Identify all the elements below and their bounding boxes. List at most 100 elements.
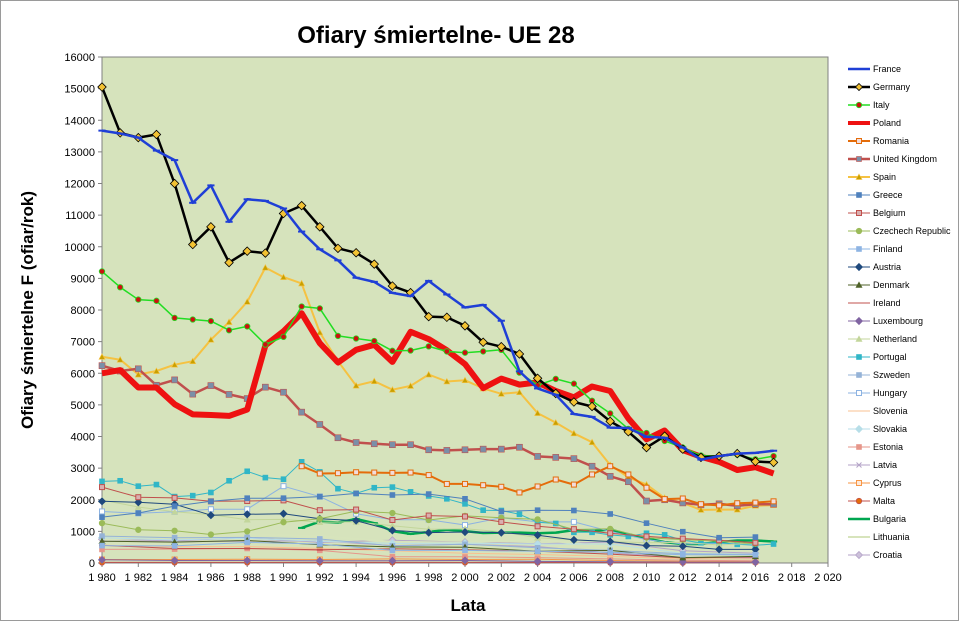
data-point-romania	[354, 470, 359, 475]
legend-item-luxembourg: Luxembourg	[848, 316, 923, 326]
legend-label: Luxembourg	[873, 316, 923, 326]
data-point-romania	[299, 464, 304, 469]
data-point-united-kingdom	[589, 463, 595, 469]
legend-item-spain: Spain	[848, 172, 896, 182]
data-point-finland	[680, 552, 685, 557]
data-point-portugal	[118, 478, 123, 483]
data-point-italy	[390, 348, 396, 354]
data-point-greece	[136, 511, 141, 516]
data-point-belgium	[499, 519, 504, 524]
legend-label: Szweden	[873, 370, 910, 380]
y-tick-label: 15000	[64, 84, 95, 96]
legend-item-ireland: Ireland	[848, 298, 901, 308]
data-point-greece	[463, 496, 468, 501]
x-tick-label: 1 984	[161, 572, 189, 584]
data-point-czechech-republic	[535, 517, 541, 523]
data-point-romania	[390, 470, 395, 475]
legend-item-belgium: Belgium	[848, 208, 906, 218]
data-point-romania	[717, 503, 722, 508]
data-point-united-kingdom	[135, 366, 141, 372]
y-tick-label: 1000	[71, 526, 95, 538]
data-point-italy	[299, 304, 305, 310]
data-point-united-kingdom	[607, 473, 613, 479]
legend-marker	[857, 355, 862, 360]
data-point-greece	[354, 491, 359, 496]
legend-item-france: France	[848, 64, 901, 74]
data-point-belgium	[390, 517, 395, 522]
data-point-greece	[680, 529, 685, 534]
data-point-czechech-republic	[317, 516, 323, 522]
data-point-szweden	[317, 536, 322, 541]
legend-label: Netherland	[873, 334, 917, 344]
x-tick-label: 1 998	[415, 572, 443, 584]
y-tick-label: 5000	[71, 400, 95, 412]
y-tick-label: 3000	[71, 463, 95, 475]
legend-marker	[857, 391, 862, 396]
data-point-romania	[662, 497, 667, 502]
data-point-czechech-republic	[244, 529, 250, 535]
data-point-portugal	[208, 490, 213, 495]
data-point-portugal	[517, 512, 522, 517]
x-tick-label: 2 020	[814, 572, 842, 584]
chart-title: Ofiary śmiertelne- UE 28	[297, 22, 574, 49]
x-tick-label: 2 010	[633, 572, 661, 584]
plot-area	[102, 57, 828, 563]
data-point-hungary	[100, 509, 105, 514]
data-point-united-kingdom	[553, 454, 559, 460]
data-point-italy	[263, 342, 269, 348]
data-point-portugal	[390, 485, 395, 490]
data-point-italy	[444, 349, 450, 355]
data-point-romania	[463, 481, 468, 486]
legend-marker	[857, 139, 862, 144]
data-point-czechech-republic	[208, 532, 214, 538]
x-tick-label: 2 016	[742, 572, 770, 584]
x-tick-label: 1 986	[197, 572, 225, 584]
legend-item-austria: Austria	[848, 262, 901, 272]
data-point-italy	[426, 344, 432, 350]
legend-label: Austria	[873, 262, 901, 272]
data-point-united-kingdom	[353, 440, 359, 446]
y-tick-label: 4000	[71, 432, 95, 444]
data-point-belgium	[535, 524, 540, 529]
data-point-united-kingdom	[208, 383, 214, 389]
data-point-united-kingdom	[480, 446, 486, 452]
legend-item-estonia: Estonia	[848, 442, 903, 452]
data-point-portugal	[190, 493, 195, 498]
data-point-romania	[553, 477, 558, 482]
data-point-italy	[281, 334, 287, 340]
y-axis-title: Ofiary śmiertelne F (ofiar/rok)	[18, 191, 37, 429]
legend-label: Finland	[873, 244, 903, 254]
legend-item-czechech-republic: Czechech Republic	[848, 226, 951, 236]
legend-item-finland: Finland	[848, 244, 903, 254]
y-tick-label: 0	[89, 558, 95, 570]
data-point-belgium	[680, 536, 685, 541]
data-point-belgium	[100, 485, 105, 490]
data-point-italy	[99, 269, 105, 275]
legend-label: Slovenia	[873, 406, 908, 416]
legend-item-lithuania: Lithuania	[848, 532, 910, 542]
data-point-united-kingdom	[571, 456, 577, 462]
data-point-greece	[100, 515, 105, 520]
legend-item-italy: Italy	[848, 100, 890, 110]
legend-item-netherland: Netherland	[848, 334, 917, 344]
data-point-finland	[172, 543, 177, 548]
data-point-united-kingdom	[498, 446, 504, 452]
data-point-czechech-republic	[136, 527, 142, 533]
data-point-greece	[644, 521, 649, 526]
x-tick-label: 1 996	[379, 572, 407, 584]
legend-marker	[857, 193, 862, 198]
data-point-romania	[444, 481, 449, 486]
data-point-united-kingdom	[444, 447, 450, 453]
legend-marker	[856, 102, 862, 108]
data-point-finland	[390, 548, 395, 553]
data-point-romania	[608, 464, 613, 469]
data-point-greece	[535, 508, 540, 513]
legend-marker	[856, 426, 863, 433]
legend-marker	[856, 552, 863, 559]
data-point-italy	[190, 317, 196, 323]
y-tick-label: 10000	[64, 242, 95, 254]
data-point-finland	[245, 540, 250, 545]
data-point-italy	[480, 349, 486, 355]
legend-label: Italy	[873, 100, 890, 110]
